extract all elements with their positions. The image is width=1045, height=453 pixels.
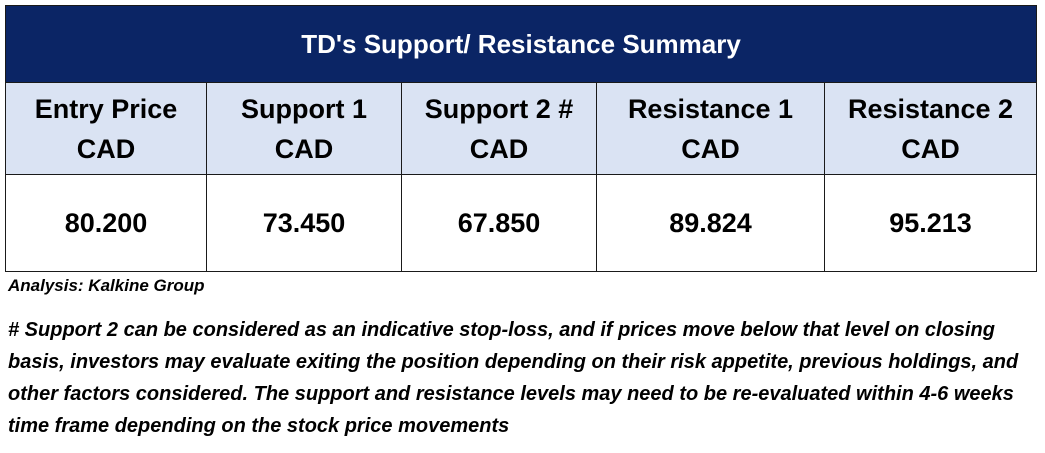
header-label: Resistance 1 xyxy=(627,93,794,124)
value-resistance-1: 89.824 xyxy=(596,174,825,272)
header-currency: CAD xyxy=(469,133,529,164)
table-title: TD's Support/ Resistance Summary xyxy=(4,5,1038,83)
header-currency: CAD xyxy=(901,133,960,164)
support-resistance-table: TD's Support/ Resistance Summary Entry P… xyxy=(4,5,1038,272)
header-currency: CAD xyxy=(681,133,740,164)
table-row: 80.200 73.450 67.850 89.824 95.213 xyxy=(5,174,1038,272)
analysis-source-note: Analysis: Kalkine Group xyxy=(8,276,205,295)
header-resistance-2: Resistance 2 CAD xyxy=(823,82,1038,175)
header-label: Resistance 2 xyxy=(847,93,1014,124)
value-resistance-2: 95.213 xyxy=(823,174,1038,272)
table-title-row: TD's Support/ Resistance Summary xyxy=(4,5,1038,83)
header-label: Support 2 # xyxy=(424,93,574,124)
header-currency: CAD xyxy=(76,133,136,164)
stop-loss-footnote: # Support 2 can be considered as an indi… xyxy=(8,319,1019,437)
value-entry-price: 80.200 xyxy=(5,174,207,272)
table-header-row: Entry Price CAD Support 1 CAD Support 2 … xyxy=(5,82,1038,175)
header-support-2: Support 2 # CAD xyxy=(401,82,597,175)
value-support-1: 73.450 xyxy=(206,174,402,272)
header-resistance-1: Resistance 1 CAD xyxy=(596,82,825,175)
header-support-1: Support 1 CAD xyxy=(206,82,402,175)
header-currency: CAD xyxy=(274,133,334,164)
value-support-2: 67.850 xyxy=(401,174,597,272)
header-entry-price: Entry Price CAD xyxy=(5,82,207,175)
header-label: Support 1 xyxy=(241,93,367,124)
header-label: Entry Price xyxy=(34,93,178,124)
